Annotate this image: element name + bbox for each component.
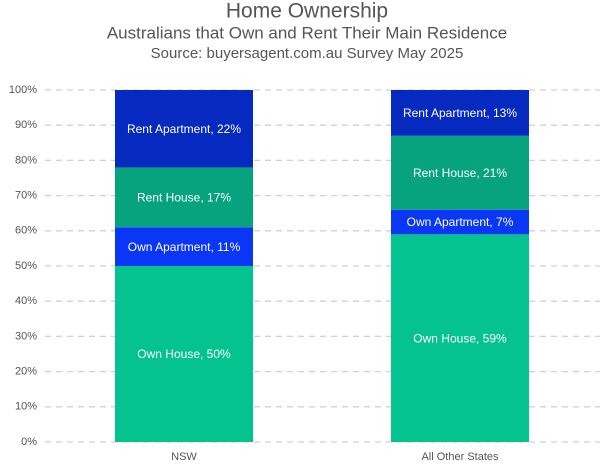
y-tick-label: 90% [15,119,37,131]
chart-title: Home Ownership [226,0,388,23]
data-label: Own House, 50% [137,347,231,361]
data-label: Own House, 59% [413,331,507,345]
x-tick-label: NSW [171,451,197,463]
x-tick-label: All Other States [421,451,499,463]
data-label: Own Apartment, 11% [128,240,241,254]
bar-segment [115,266,253,442]
data-label: Rent House, 17% [137,191,231,205]
data-label: Own Apartment, 7% [407,215,514,229]
y-tick-label: 10% [15,401,37,413]
data-label: Rent Apartment, 22% [127,122,241,136]
bar-segment [115,227,253,266]
bar-segment [391,135,529,210]
data-label: Rent Apartment, 13% [403,106,517,120]
y-tick-label: 70% [15,190,37,202]
y-tick-label: 40% [15,295,37,307]
bar-segment [391,209,529,235]
bar-segment [115,167,253,228]
y-tick-label: 20% [15,366,37,378]
bar-segment [391,90,529,136]
chart-source: Source: buyersagent.com.au Survey May 20… [151,45,464,62]
data-label: Rent House, 21% [413,166,507,180]
y-tick-label: 80% [15,154,37,166]
y-tick-label: 50% [15,260,37,272]
y-tick-label: 100% [9,84,37,96]
y-tick-label: 0% [21,436,37,448]
bar-segment [391,234,529,442]
bar-segment [115,90,253,168]
chart-subtitle: Australians that Own and Rent Their Main… [107,23,507,42]
y-tick-label: 60% [15,225,37,237]
y-tick-label: 30% [15,330,37,342]
